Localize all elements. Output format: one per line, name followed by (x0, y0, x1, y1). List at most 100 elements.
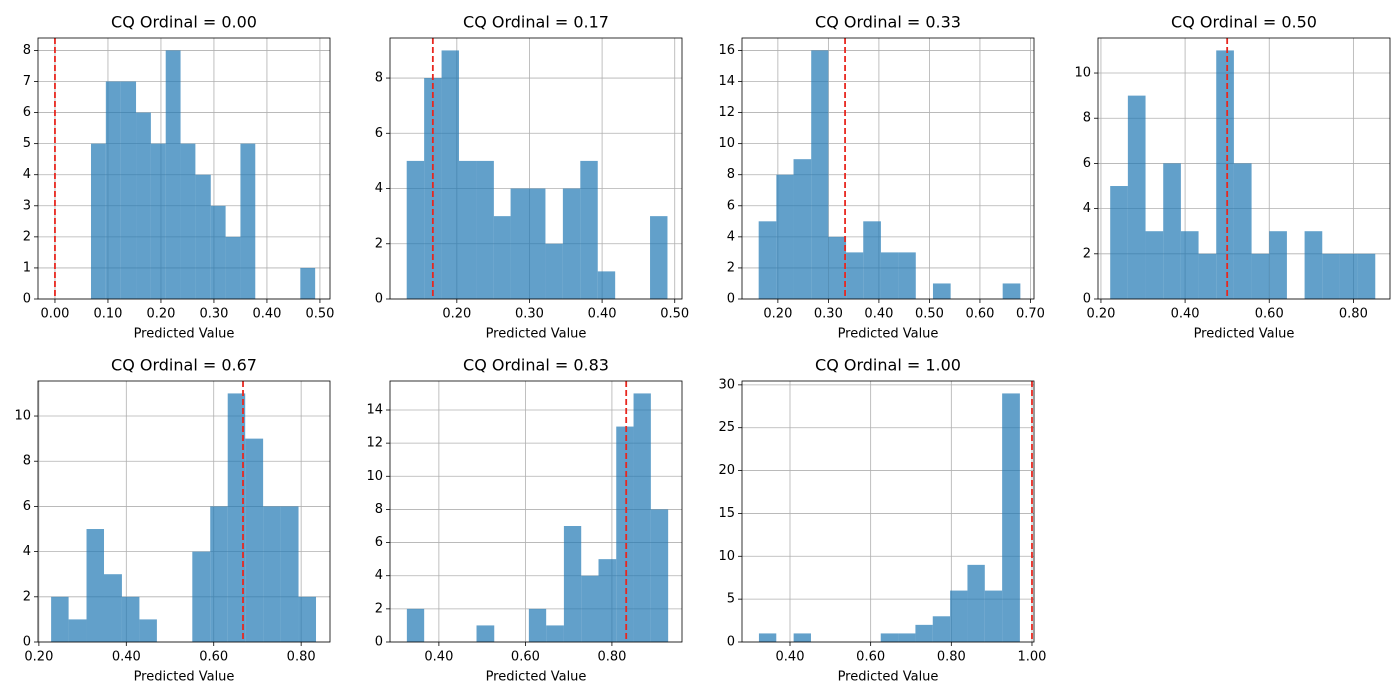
x-tick-label: 0.30 (515, 307, 544, 322)
bar (967, 564, 985, 642)
y-tick-label: 6 (727, 198, 735, 213)
y-tick-label: 12 (366, 436, 383, 451)
bar (180, 143, 196, 299)
bar (1002, 283, 1021, 299)
bar (1322, 253, 1340, 299)
bar (1163, 163, 1181, 299)
x-axis-label: Predicted Value (486, 327, 587, 342)
x-tick-label: 0.80 (597, 650, 626, 665)
x-tick-label: 0.40 (588, 307, 617, 322)
subplot-title: CQ Ordinal = 0.00 (111, 13, 257, 32)
bar (1110, 186, 1128, 299)
x-tick-label: 0.20 (1086, 307, 1115, 322)
x-tick-label: 0.20 (442, 307, 471, 322)
axes-frame (741, 380, 1035, 643)
x-tick-label: 0.40 (252, 307, 281, 322)
y-tick-label: 10 (366, 469, 383, 484)
bar (932, 283, 951, 299)
bar (227, 393, 246, 642)
bar (793, 159, 812, 299)
x-tick-label: 0.20 (146, 307, 175, 322)
bar (1002, 393, 1020, 642)
bar (210, 205, 226, 299)
y-tick-label: 8 (23, 43, 31, 58)
x-tick-label: 0.60 (511, 650, 540, 665)
y-tick-label: 0 (23, 292, 31, 307)
x-tick-label: 0.20 (763, 307, 792, 322)
bar (863, 221, 881, 299)
y-tick-label: 6 (1083, 156, 1091, 171)
bar (597, 271, 616, 299)
y-tick-label: 4 (23, 167, 31, 182)
y-tick-label: 4 (727, 229, 735, 244)
x-tick-label: 0.00 (40, 307, 69, 322)
bar (598, 559, 617, 642)
bar (1251, 253, 1270, 299)
y-tick-label: 10 (14, 409, 31, 424)
y-tick-label: 16 (718, 43, 735, 58)
y-tick-label: 0 (1083, 292, 1091, 307)
y-tick-label: 4 (375, 568, 383, 583)
bar (1127, 95, 1146, 299)
x-axis-label: Predicted Value (486, 670, 587, 685)
bar (898, 252, 916, 299)
bar (441, 50, 460, 299)
bar (245, 438, 264, 642)
bar (776, 174, 794, 299)
y-tick-label: 0 (375, 292, 383, 307)
bar (1269, 231, 1287, 299)
bar (406, 160, 425, 299)
bar (104, 574, 122, 642)
x-tick-label: 1.00 (1018, 650, 1047, 665)
x-tick-label: 0.40 (1171, 307, 1200, 322)
bar (406, 608, 425, 642)
bar (192, 551, 211, 642)
bar (1145, 231, 1164, 299)
y-tick-label: 14 (718, 74, 735, 89)
bar (793, 633, 811, 642)
bar (898, 633, 916, 642)
axes-frame (1097, 37, 1391, 300)
bar (139, 619, 157, 642)
bar (280, 506, 299, 642)
bar (563, 526, 582, 642)
bar (932, 616, 951, 642)
x-tick-label: 0.70 (1016, 307, 1045, 322)
bar (225, 236, 241, 299)
y-tick-label: 4 (1083, 201, 1091, 216)
y-tick-label: 15 (718, 506, 735, 521)
bar (68, 619, 87, 642)
bar (86, 529, 105, 642)
x-tick-label: 0.50 (660, 307, 689, 322)
x-tick-label: 0.80 (937, 650, 966, 665)
bar (633, 393, 651, 642)
x-tick-label: 0.60 (965, 307, 994, 322)
bar (240, 143, 256, 299)
x-tick-label: 0.40 (112, 650, 141, 665)
bar (1216, 50, 1234, 299)
bar (828, 236, 847, 299)
y-tick-label: 6 (23, 105, 31, 120)
y-tick-label: 7 (23, 74, 31, 89)
axes-frame (389, 37, 683, 300)
y-tick-label: 10 (1074, 66, 1091, 81)
bar (136, 112, 151, 299)
bar (105, 81, 121, 299)
bar (150, 143, 166, 299)
x-tick-label: 0.80 (1339, 307, 1368, 322)
bar (950, 590, 968, 642)
bar (476, 160, 494, 299)
y-tick-label: 8 (23, 454, 31, 469)
y-tick-label: 2 (23, 589, 31, 604)
x-tick-label: 0.20 (24, 650, 53, 665)
bar (650, 216, 668, 299)
subplot-title: CQ Ordinal = 0.67 (111, 356, 257, 375)
x-axis-label: Predicted Value (134, 327, 235, 342)
x-tick-label: 0.60 (856, 650, 885, 665)
subplot-title: CQ Ordinal = 0.17 (463, 13, 609, 32)
subplot-title: CQ Ordinal = 0.33 (815, 13, 961, 32)
bar (210, 506, 228, 642)
bar (880, 252, 899, 299)
y-tick-label: 20 (718, 463, 735, 478)
